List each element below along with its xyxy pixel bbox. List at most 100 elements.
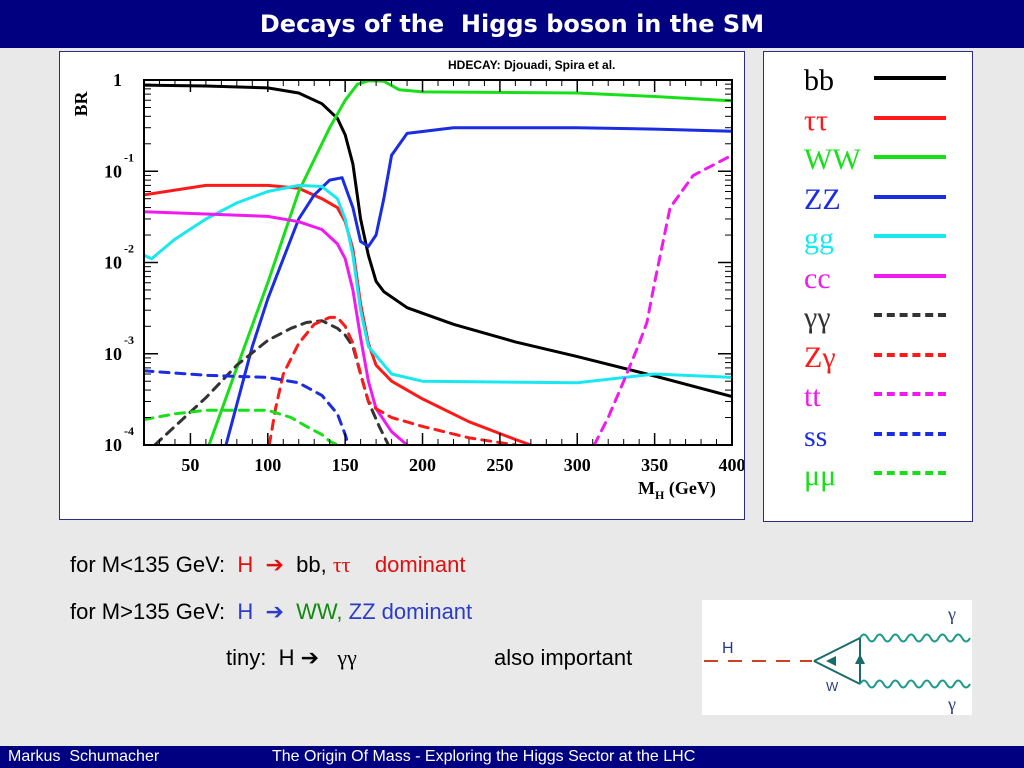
legend-label: ss	[804, 419, 828, 453]
legend-line-swatch	[874, 155, 946, 159]
series-line-8	[592, 153, 732, 445]
legend-label: Zγ	[804, 340, 836, 374]
legend-item: γγ	[764, 301, 972, 341]
series-line-9	[144, 369, 350, 445]
series-group	[144, 80, 732, 445]
low-mass-bb: bb,	[296, 552, 333, 577]
high-mass-h: H	[237, 599, 254, 624]
legend-label: bb	[804, 64, 834, 97]
plot-frame	[143, 79, 733, 446]
x-axis-label-sub: H	[655, 488, 665, 502]
legend-item: cc	[764, 262, 972, 302]
legend-item: Zγ	[764, 341, 972, 381]
y-tick-label-1: 10	[104, 161, 122, 181]
series-line-3	[224, 126, 732, 445]
y-tick-exponent-3: -3	[124, 333, 134, 347]
branching-ratio-chart: HDECAY: Djouadi, Spira et al. BR 50 100 15…	[59, 51, 745, 520]
low-mass-tautau: ττ	[332, 552, 351, 577]
x-tick-label-7: 400	[719, 455, 745, 475]
y-tick-label-2: 10	[104, 253, 122, 273]
feynman-h-label: H	[722, 640, 734, 657]
x-axis-label-main: M	[638, 478, 655, 498]
low-mass-arrow: ➔	[253, 552, 297, 577]
text-line-high-mass: for M>135 GeV: H ➔ WW, ZZ dominant	[70, 599, 472, 625]
chart-annotation: HDECAY: Djouadi, Spira et al.	[448, 58, 615, 72]
footer-talk-title: The Origin Of Mass - Exploring the Higgs…	[272, 748, 696, 765]
y-tick-label-3: 10	[104, 344, 122, 364]
legend-line-swatch	[874, 313, 946, 317]
legend-label: cc	[804, 261, 831, 295]
high-mass-ww: WW,	[296, 599, 349, 624]
series-line-2	[207, 80, 732, 445]
legend-item: WW	[764, 143, 972, 183]
y-tick-exponent-1: -1	[124, 150, 134, 164]
br-chart-svg: HDECAY: Djouadi, Spira et al. BR 50 100 15…	[71, 58, 744, 502]
high-mass-dominant: dominant	[381, 599, 473, 624]
x-tick-label-3: 200	[409, 455, 436, 475]
legend-item: ss	[764, 420, 972, 460]
high-mass-arrow: ➔	[253, 599, 297, 624]
low-mass-h: H	[237, 552, 254, 577]
w-loop-bottom	[813, 660, 861, 685]
legend-label: γγ	[804, 301, 831, 334]
w-loop-arrow	[855, 654, 865, 664]
tiny-gamma: γγ	[337, 645, 357, 670]
svg-text:MH (GeV): MH (GeV)	[638, 478, 716, 502]
legend-line-swatch	[874, 273, 946, 278]
photon-line-bottom	[859, 679, 971, 689]
legend-line-swatch	[874, 431, 946, 436]
legend-label: ττ	[804, 103, 829, 137]
feynman-gamma-top: γ	[947, 604, 956, 624]
legend-item: gg	[764, 222, 972, 262]
high-mass-prefix: for M>135 GeV:	[70, 599, 238, 624]
slide-footer: Markus Schumacher The Origin Of Mass - E…	[0, 746, 1024, 768]
series-line-4	[144, 183, 732, 385]
series-line-10	[144, 408, 339, 445]
feynman-diagram-svg: H W γ γ	[704, 604, 971, 714]
x-tick-label-5: 300	[564, 455, 591, 475]
footer-author: Markus Schumacher	[8, 748, 160, 765]
low-mass-prefix: for M<135 GeV:	[70, 552, 238, 577]
x-tick-label-0: 50	[181, 455, 199, 475]
legend-line-swatch	[874, 392, 946, 396]
legend-label: WW	[804, 143, 861, 176]
chart-legend: bb ττ WW ZZ gg cc γγ Zγ tt ss μμ	[763, 51, 973, 522]
series-line-7	[267, 315, 517, 445]
y-tick-exponent-4: -4	[124, 424, 134, 438]
y-tick-label-0: 1	[113, 70, 122, 90]
photon-line-top	[859, 633, 971, 643]
y-tick-label-4: 10	[104, 435, 122, 455]
legend-label: ZZ	[804, 182, 841, 216]
legend-label: gg	[804, 222, 834, 255]
tiny-prefix: tiny: H ➔	[226, 645, 338, 670]
legend-item: bb	[764, 64, 972, 104]
series-line-1	[144, 183, 533, 445]
legend-item: ττ	[764, 104, 972, 144]
legend-item: μμ	[764, 459, 972, 499]
x-tick-label-1: 100	[254, 455, 281, 475]
legend-line-swatch	[874, 471, 946, 475]
feynman-gamma-bottom: γ	[947, 694, 956, 714]
w-loop-top	[813, 637, 861, 662]
series-line-0	[144, 83, 732, 398]
legend-line-swatch	[874, 194, 946, 199]
legend-label: tt	[804, 380, 821, 413]
feynman-w-label: W	[826, 679, 839, 694]
x-axis-label-unit: (GeV)	[664, 478, 715, 499]
x-tick-label-2: 150	[332, 455, 359, 475]
text-line-low-mass: for M<135 GeV: H ➔ bb, ττ dominant	[70, 552, 465, 578]
legend-line-swatch	[874, 76, 946, 80]
x-tick-label-4: 250	[486, 455, 513, 475]
low-mass-dominant: dominant	[350, 552, 466, 577]
x-axis-label: MH (GeV)	[638, 478, 716, 502]
legend-line-swatch	[874, 234, 946, 238]
legend-line-swatch	[874, 352, 946, 357]
feynman-diagram: H W γ γ	[702, 600, 972, 715]
y-tick-exponent-2: -2	[124, 242, 134, 256]
legend-label: μμ	[804, 459, 837, 492]
y-axis-label: BR	[71, 91, 91, 117]
series-line-6	[153, 319, 390, 445]
w-loop-arrow-left	[826, 656, 836, 666]
legend-item: ZZ	[764, 183, 972, 223]
